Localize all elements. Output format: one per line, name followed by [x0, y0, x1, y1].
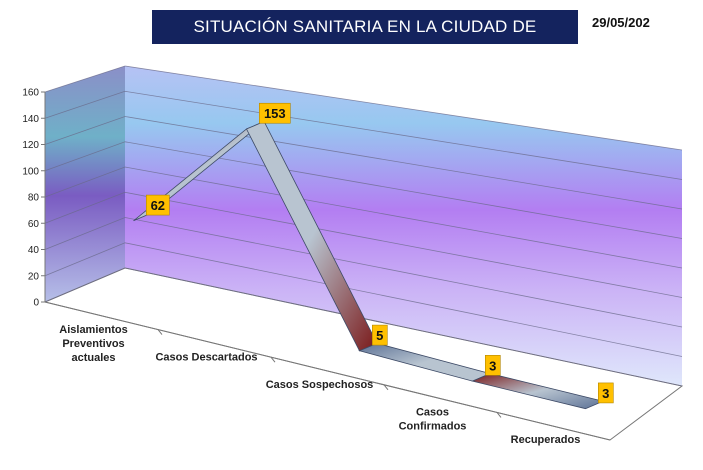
y-tick-label: 160 [22, 88, 39, 99]
y-tick-label: 140 [22, 114, 39, 125]
y-tick-label: 60 [28, 219, 40, 230]
y-tick-label: 80 [28, 193, 40, 204]
data-label: 3 [489, 358, 496, 373]
y-tick-label: 0 [33, 298, 39, 309]
chart-side-wall [45, 66, 125, 302]
y-tick-label: 20 [28, 271, 40, 282]
y-tick-label: 100 [22, 166, 39, 177]
y-axis: 0 20 40 60 80 100 120 140 160 [22, 88, 45, 309]
data-label: 3 [602, 386, 609, 401]
x-tick-label: Casos Sospechosos [266, 379, 374, 391]
y-tick-label: 120 [22, 140, 39, 151]
x-tick-label: Aislamientos Preventivos actuales [59, 324, 127, 364]
x-tick-label: Casos Confirmados [399, 407, 467, 433]
data-label: 62 [151, 198, 165, 213]
x-tick-label: Casos Descartados [155, 351, 257, 363]
y-tick-label: 40 [28, 245, 40, 256]
data-label: 153 [264, 106, 286, 121]
data-label: 5 [376, 328, 383, 343]
x-tick-label: Recuperados [511, 434, 581, 446]
